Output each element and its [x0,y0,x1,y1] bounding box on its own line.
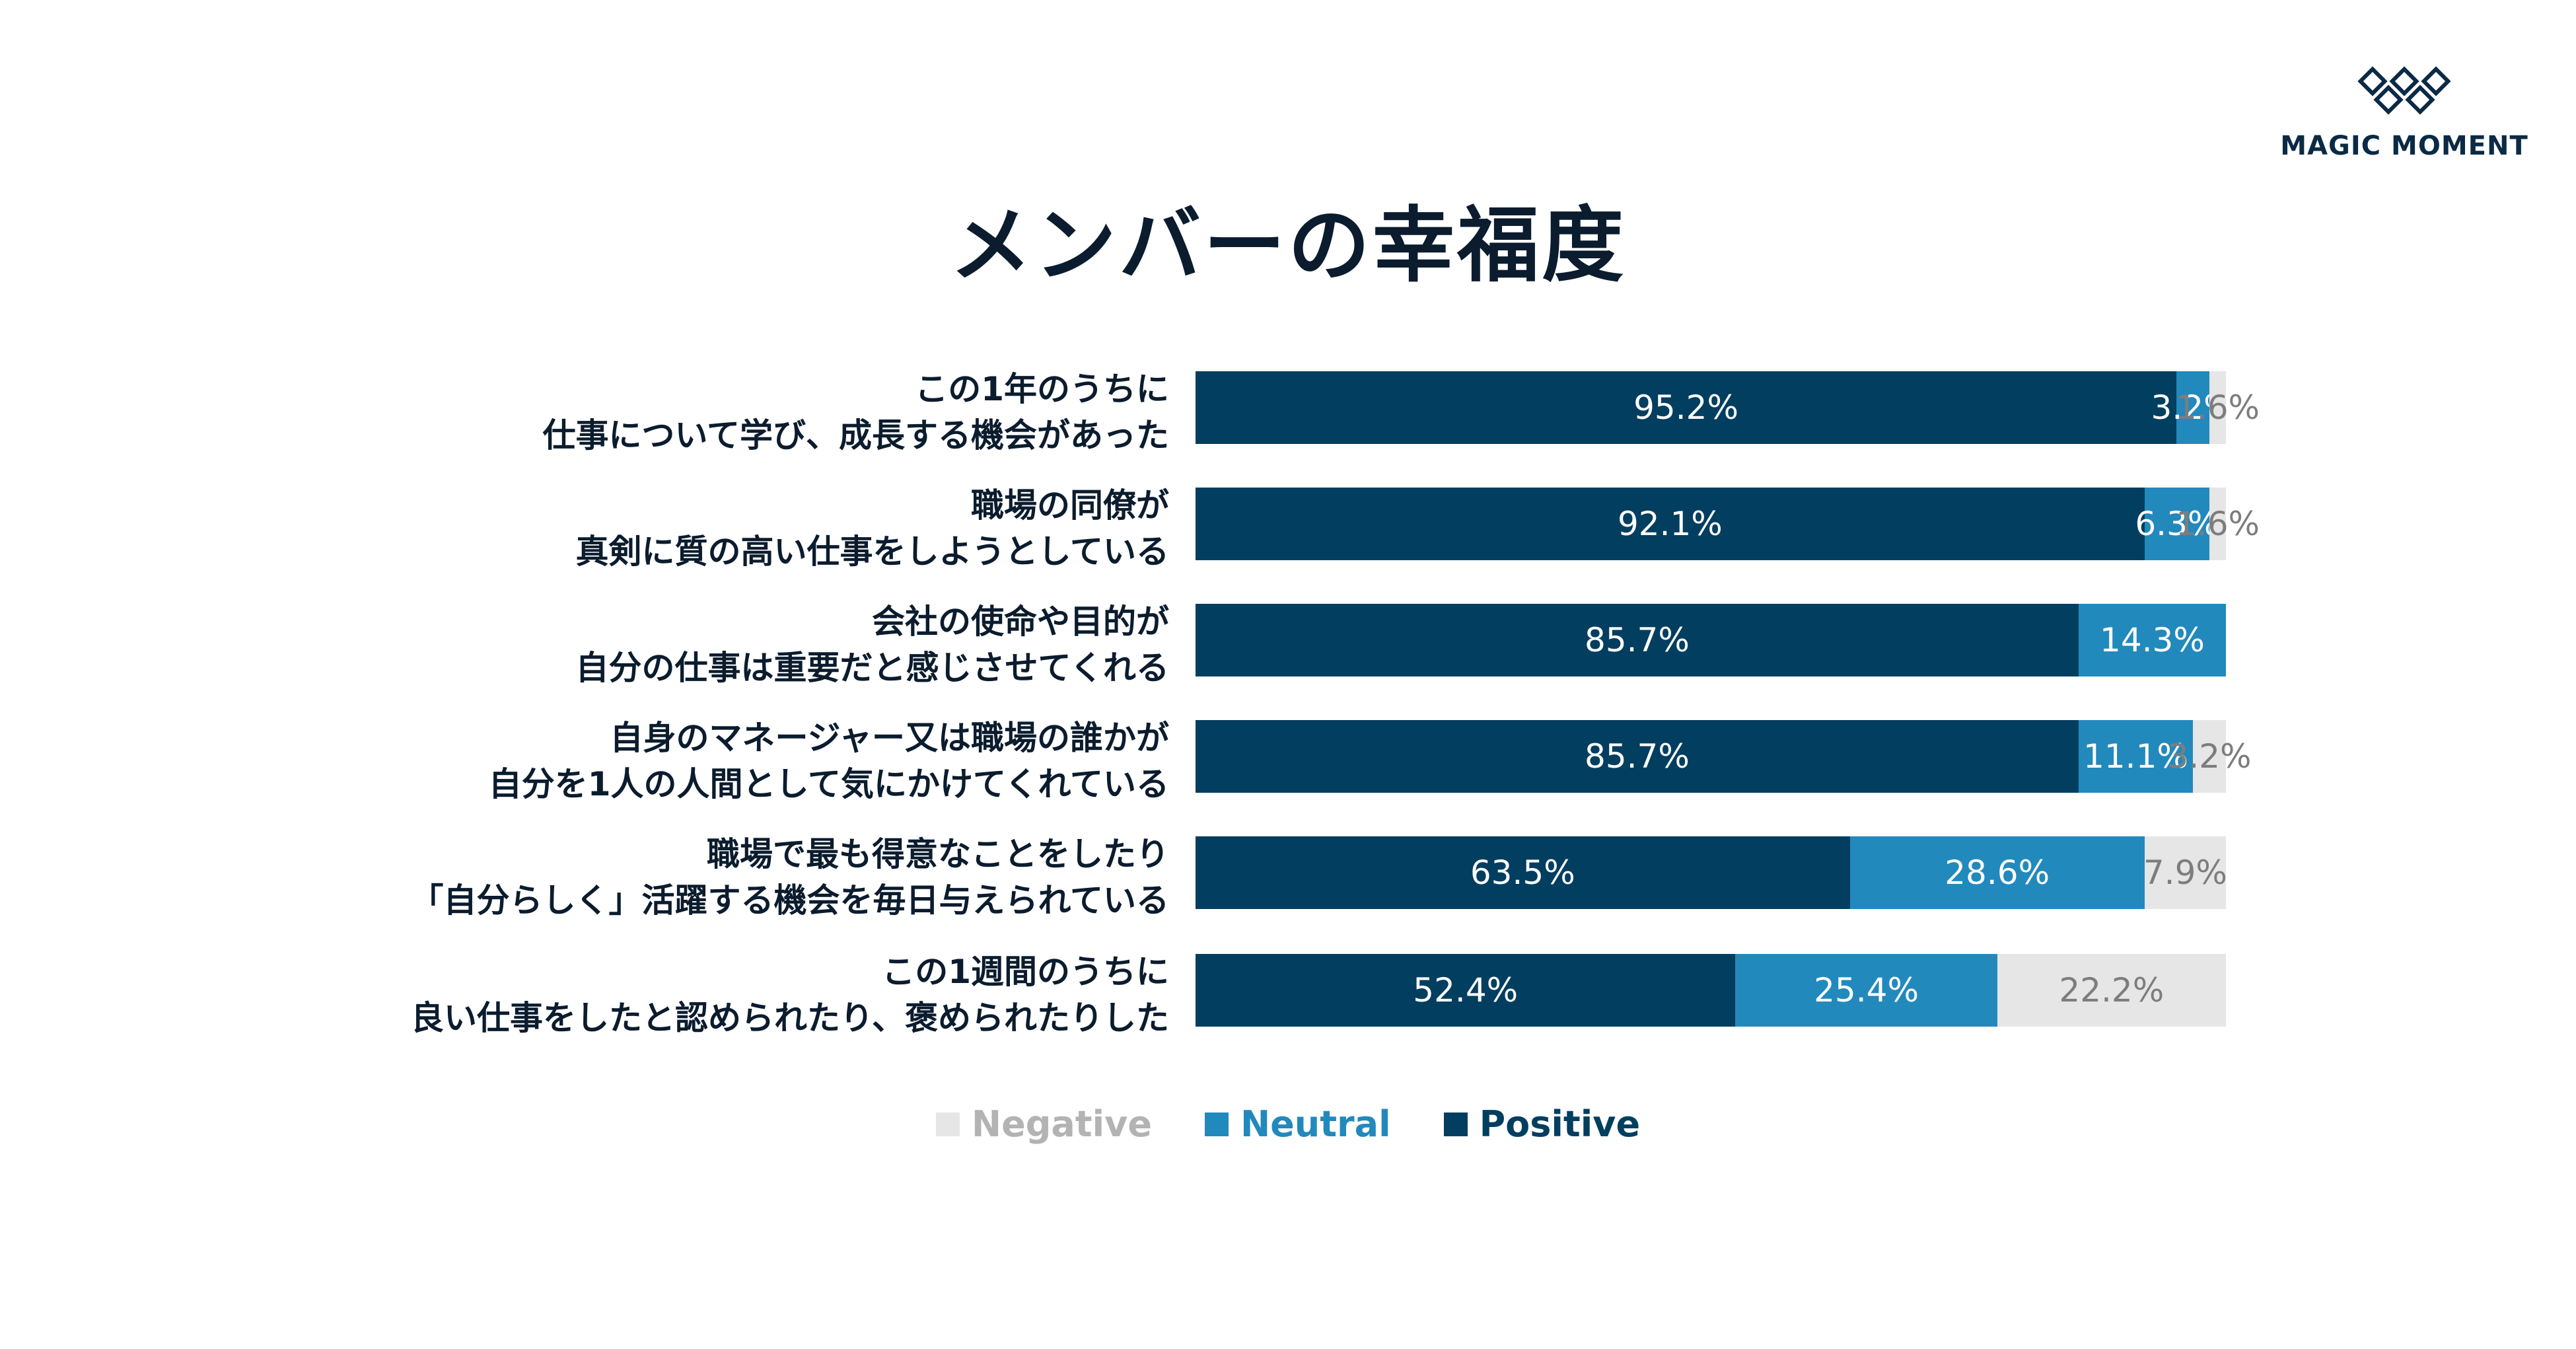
data-label-neutral: 14.3% [2100,621,2205,659]
category-label-line2: 真剣に質の高い仕事をしようとしている [575,532,1170,571]
category-label: 会社の使命や目的が 自分の仕事は重要だと感じさせてくれる [576,599,1170,691]
data-label-positive: 95.2% [1633,388,1738,427]
category-label: 自身のマネージャー又は職場の誰かが 自分を1人の人間として気にかけてくれている [489,715,1169,807]
bar-segment-negative: 22.2% [1997,954,2226,1027]
bar-segment-negative: 1.6% [2176,488,2260,560]
chart-row: 職場で最も得意なことをしたり 「自分らしく」活躍する機会を毎日与えられている 6… [0,835,2576,920]
category-label-line2: 自分の仕事は重要だと感じさせてくれる [575,649,1170,687]
legend-swatch [1204,1112,1229,1136]
category-label-line2: 「自分らしく」活躍する機会を毎日与えられている [410,881,1170,920]
data-label-negative: 22.2% [2059,971,2165,1009]
bar-segment-negative: 7.9% [2143,836,2227,909]
bar-segment-neutral: 6.3% [2135,488,2219,560]
category-label-line2: 良い仕事をしたと認められたり、褒められたりした [411,999,1169,1037]
chart-row: 会社の使命や目的が 自分の仕事は重要だと感じさせてくれる 85.7% 14.3% [0,602,2576,687]
data-label-neutral: 25.4% [1814,971,1919,1009]
category-label: 職場で最も得意なことをしたり 「自分らしく」活躍する機会を毎日与えられている [411,831,1170,924]
bar-segment-negative: 1.6% [2176,371,2260,444]
category-label-line1: 職場で最も得意なことをしたり [707,835,1169,873]
brand-logo: MAGIC MOMENT [2279,66,2530,165]
legend-label: Neutral [1240,1103,1391,1145]
category-label-line1: 自身のマネージャー又は職場の誰かが [610,719,1170,757]
chart-row: この1年のうちに 仕事について学び、成長する機会があった 95.2% 3.2% 1.… [0,370,2576,455]
category-label-line2: 仕事について学び、成長する機会があった [542,416,1170,455]
data-label-positive: 85.7% [1585,621,1690,659]
data-label-positive: 85.7% [1585,737,1690,776]
bar-track: 63.5% 28.6% 7.9% [1196,836,2227,909]
chart-row: 自身のマネージャー又は職場の誰かが 自分を1人の人間として気にかけてくれている … [0,719,2576,803]
diamond-logo-icon [2357,66,2451,115]
legend-label: Negative [971,1103,1152,1145]
category-label: この1年のうちに 仕事について学び、成長する機会があった [543,366,1170,458]
data-label-neutral: 11.1% [2083,737,2188,776]
category-label-line1: 職場の同僚が [971,486,1169,525]
bar-segment-positive: 92.1% [1196,488,2145,560]
data-label-negative: 3.2% [2167,737,2252,776]
legend-swatch [1443,1112,1468,1136]
data-label-negative: 1.6% [2176,388,2260,427]
bar-segment-negative: 3.2% [2168,720,2252,793]
data-label-positive: 52.4% [1413,971,1519,1009]
brand-name: MAGIC MOMENT [2280,131,2528,161]
category-label-line2: 自分を1人の人間として気にかけてくれている [488,765,1169,803]
chart-title: メンバーの幸福度 [949,198,1626,293]
chart-legend: Negative Neutral Positive [0,1103,2576,1145]
chart-row: この1週間のうちに 良い仕事をしたと認められたり、褒められたりした 52.4% 2… [0,953,2576,1037]
bar-segment-neutral: 28.6% [1849,836,2145,909]
data-label-positive: 63.5% [1470,854,1575,892]
legend-label: Positive [1479,1103,1641,1145]
bar-segment-positive: 52.4% [1196,954,1736,1027]
bar-segment-positive: 95.2% [1196,371,2177,444]
category-label-line1: 会社の使命や目的が [872,602,1169,641]
data-label-negative: 7.9% [2143,854,2227,892]
data-label-neutral: 28.6% [1945,854,2050,892]
category-label-line1: この1週間のうちに [882,953,1169,991]
bar-segment-positive: 63.5% [1196,836,1850,909]
bar-track: 92.1% 6.3% 1.6% [1196,488,2260,560]
bar-segment-neutral: 25.4% [1735,954,1997,1027]
bar-segment-neutral: 11.1% [2078,720,2194,793]
bar-track: 95.2% 3.2% 1.6% [1196,371,2260,444]
category-label: この1週間のうちに 良い仕事をしたと認められたり、褒められたりした [411,949,1169,1041]
bar-segment-neutral: 14.3% [2078,604,2226,676]
legend-item-neutral: Neutral [1204,1103,1391,1145]
legend-item-negative: Negative [935,1103,1152,1145]
data-label-positive: 92.1% [1617,505,1723,543]
legend-swatch [935,1112,960,1136]
bar-segment-positive: 85.7% [1196,604,2079,676]
legend-item-positive: Positive [1443,1103,1641,1145]
data-label-negative: 1.6% [2176,505,2260,543]
bar-track: 85.7% 14.3% [1196,604,2226,676]
category-label-line1: この1年のうちに [915,370,1169,408]
category-label: 職場の同僚が 真剣に質の高い仕事をしようとしている [576,482,1170,575]
bar-track: 85.7% 11.1% 3.2% [1196,720,2252,793]
data-label-neutral: 6.3% [2135,505,2219,543]
bar-track: 52.4% 25.4% 22.2% [1196,954,2226,1027]
chart-row: 職場の同僚が 真剣に質の高い仕事をしようとしている 92.1% 6.3% 1.6% [0,486,2576,571]
bar-segment-positive: 85.7% [1196,720,2079,793]
